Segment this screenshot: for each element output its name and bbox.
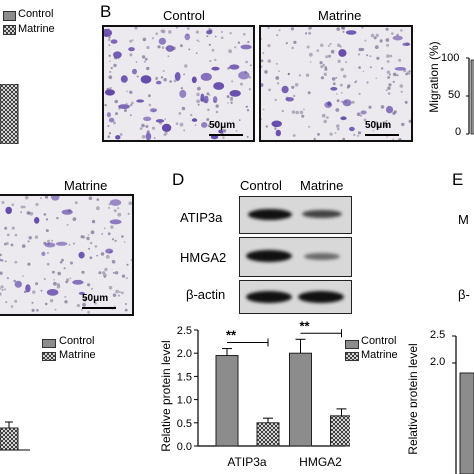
legend-control-swatch [3,11,16,21]
relative-protein-chart: Relative protein level 0.0 0.5 1.0 1.5 2.0 2.5… [160,318,350,469]
bar-matrine-hmga2 [330,415,350,447]
scale-label: 50μm [82,293,109,304]
band-control [248,209,292,220]
panel-e-tick-2.0: 2.0 [430,356,446,368]
legend-control-swatch [42,339,56,348]
y-tick-label: 0.5 [177,418,192,430]
panel-b-axis [466,57,474,135]
panel-b-ylabel: Migration (%) [427,41,441,113]
band-control [246,291,292,303]
legend-matrine-label: Matrine [18,23,55,35]
legend-matrine-swatch [42,352,56,361]
blot-row-atip3a: ATIP3a [180,210,223,225]
legend-matrine-label: Matrine [361,349,398,361]
blot-hmga2 [239,237,352,277]
band-matrine [304,253,340,260]
panel-e-letter: E [452,170,464,189]
blot-col-control: Control [240,178,282,193]
panel-b-tick-50: 50 [448,89,461,101]
y-tick-label: 1.5 [177,371,192,383]
scale-bar [365,134,399,136]
bar-control-atip3a [215,355,239,447]
scale-label: 50μm [209,120,236,131]
x-category-label: ATIP3a [227,455,266,469]
panel-b-tick-0: 0 [455,126,462,138]
bar-matrine-atip3a [256,422,280,447]
panel-e-row-fragment-1: M [458,212,469,227]
y-axis-label: Relative protein level [160,340,173,451]
legend-control-label: Control [361,335,397,347]
y-tick-label: 0.0 [177,441,192,453]
band-matrine [302,210,342,218]
y-tick-label: 2.0 [177,348,192,360]
panel-e-axis-fragment [452,335,474,474]
panel-b-letter: B [100,2,112,21]
blot-col-matrine: Matrine [300,178,344,193]
panel-b-tick-100: 100 [441,52,460,64]
legend-control-label: Control [18,8,54,20]
legend-control-swatch [345,340,359,349]
panel-e-ylabel-fragment: Relative protein level [406,343,417,455]
blot-actin [239,280,352,314]
panel-e-tick-2.5: 2.5 [430,329,446,341]
micrograph-panel-c: 50μm [0,194,134,316]
blot-atip3a [239,196,352,234]
blot-row-actin: β-actin [186,287,226,302]
panel-d-letter: D [172,170,185,189]
significance-label: ** [226,328,237,343]
legend-matrine-swatch [345,352,359,361]
band-control [246,250,292,262]
micrograph-matrine: 50μm [259,25,413,142]
legend-matrine-swatch [3,25,16,35]
bar-control-hmga2 [289,352,312,447]
scale-bar [209,134,243,136]
panel-e-row-fragment-3: β- [458,287,470,302]
legend-matrine-label: Matrine [59,349,96,361]
scale-label: 50μm [365,120,392,131]
panel-c-matrine-label: Matrine [64,178,108,193]
legend-control-label: Control [59,335,95,347]
y-tick-label: 2.5 [177,325,192,337]
significance-label: ** [299,318,310,333]
panel-b-control-label: Control [163,8,205,23]
micrograph-control: 50μm [102,25,255,142]
y-tick-label: 1.0 [177,395,192,407]
panel-a-bar-fragment [0,84,19,144]
x-category-label: HMGA2 [299,455,342,469]
band-matrine [298,291,344,303]
panel-c-bar-fragment [0,421,30,451]
scale-bar [82,307,116,309]
blot-row-hmga2: HMGA2 [180,250,227,265]
panel-b-matrine-label: Matrine [318,8,362,23]
